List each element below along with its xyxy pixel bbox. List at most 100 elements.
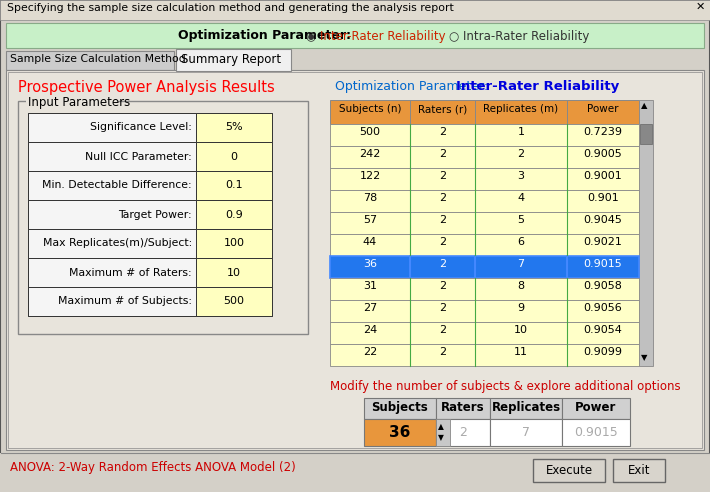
Bar <box>475 124 567 146</box>
Bar <box>567 100 639 124</box>
Text: Exit: Exit <box>628 464 650 477</box>
Bar <box>410 168 475 190</box>
Text: 2: 2 <box>439 303 446 313</box>
Text: 2: 2 <box>439 259 446 269</box>
Bar <box>196 258 272 287</box>
Text: 0.9056: 0.9056 <box>584 303 623 313</box>
Bar <box>330 146 410 168</box>
Text: Power: Power <box>587 104 618 114</box>
Text: Maximum # of Subjects:: Maximum # of Subjects: <box>58 297 192 307</box>
Text: ○: ○ <box>448 30 458 43</box>
Bar <box>28 229 272 258</box>
Bar <box>475 168 567 190</box>
Text: Maximum # of Raters:: Maximum # of Raters: <box>70 268 192 277</box>
Text: 4: 4 <box>518 193 525 203</box>
Bar <box>0 0 710 20</box>
Bar <box>475 190 567 212</box>
Bar <box>533 459 605 482</box>
Bar <box>6 23 704 48</box>
Bar <box>562 398 630 419</box>
Bar <box>330 256 410 278</box>
Text: 36: 36 <box>363 259 377 269</box>
Bar <box>330 322 410 344</box>
Text: 2: 2 <box>459 426 467 439</box>
Text: 0.9021: 0.9021 <box>584 237 623 247</box>
Text: Replicates (m): Replicates (m) <box>484 104 559 114</box>
Bar <box>410 190 475 212</box>
Text: Summary Report: Summary Report <box>181 53 281 66</box>
Text: 24: 24 <box>363 325 377 335</box>
Text: Raters (r): Raters (r) <box>418 104 467 114</box>
Bar <box>490 419 562 446</box>
Bar <box>436 419 490 446</box>
Text: Subjects (n): Subjects (n) <box>339 104 401 114</box>
Text: 0.9015: 0.9015 <box>584 259 623 269</box>
Text: 242: 242 <box>359 149 381 159</box>
Bar <box>567 234 639 256</box>
Text: 1: 1 <box>518 127 525 137</box>
Text: Null ICC Parameter:: Null ICC Parameter: <box>85 152 192 161</box>
Bar <box>330 190 410 212</box>
Text: 122: 122 <box>359 171 381 181</box>
Bar <box>490 398 562 419</box>
Bar <box>410 146 475 168</box>
Text: 10: 10 <box>227 268 241 277</box>
Text: Optimization Parameter:: Optimization Parameter: <box>335 80 488 93</box>
Bar <box>330 212 410 234</box>
Bar <box>28 229 196 258</box>
Text: 57: 57 <box>363 215 377 225</box>
Bar <box>567 322 639 344</box>
Text: Target Power:: Target Power: <box>119 210 192 219</box>
Bar <box>28 142 196 171</box>
Bar <box>567 190 639 212</box>
Bar <box>18 101 308 334</box>
Text: ✕: ✕ <box>696 2 705 12</box>
Text: 0.9005: 0.9005 <box>584 149 623 159</box>
Bar <box>567 300 639 322</box>
Text: 500: 500 <box>359 127 381 137</box>
Bar <box>613 459 665 482</box>
Bar <box>28 142 272 171</box>
Text: Intra-Rater Reliability: Intra-Rater Reliability <box>463 30 589 43</box>
Bar <box>176 49 291 71</box>
Bar <box>28 258 272 287</box>
Bar <box>567 168 639 190</box>
Bar <box>196 171 272 200</box>
Text: 2: 2 <box>439 149 446 159</box>
Bar <box>6 51 174 70</box>
Bar <box>436 419 450 446</box>
Text: 2: 2 <box>439 127 446 137</box>
Text: ▼: ▼ <box>438 433 444 442</box>
Text: Inter-Rater Reliability: Inter-Rater Reliability <box>320 30 446 43</box>
Text: 8: 8 <box>518 281 525 291</box>
Bar <box>567 124 639 146</box>
Text: Sample Size Calculation Method: Sample Size Calculation Method <box>10 54 186 64</box>
Bar <box>475 146 567 168</box>
Bar <box>26 95 118 108</box>
Bar <box>330 234 410 256</box>
Text: Optimization Parameter:: Optimization Parameter: <box>178 29 351 42</box>
Bar <box>410 256 475 278</box>
Text: 0: 0 <box>231 152 238 161</box>
Text: 0.9001: 0.9001 <box>584 171 623 181</box>
Text: Replicates: Replicates <box>491 401 561 414</box>
Text: Specifying the sample size calculation method and generating the analysis report: Specifying the sample size calculation m… <box>7 3 454 13</box>
Bar <box>567 278 639 300</box>
Text: Execute: Execute <box>545 464 593 477</box>
Bar <box>196 229 272 258</box>
Bar <box>196 200 272 229</box>
Text: ▼: ▼ <box>641 353 648 362</box>
Bar <box>8 72 702 448</box>
Text: 2: 2 <box>439 237 446 247</box>
Text: 5: 5 <box>518 215 525 225</box>
Text: Prospective Power Analysis Results: Prospective Power Analysis Results <box>18 80 275 95</box>
Bar <box>410 234 475 256</box>
Bar <box>196 113 272 142</box>
Text: ▲: ▲ <box>438 422 444 431</box>
Text: Inter-Rater Reliability: Inter-Rater Reliability <box>456 80 619 93</box>
Text: 2: 2 <box>518 149 525 159</box>
Text: 2: 2 <box>439 347 446 357</box>
Text: 10: 10 <box>514 325 528 335</box>
Text: ◉: ◉ <box>305 30 315 43</box>
Text: 11: 11 <box>514 347 528 357</box>
